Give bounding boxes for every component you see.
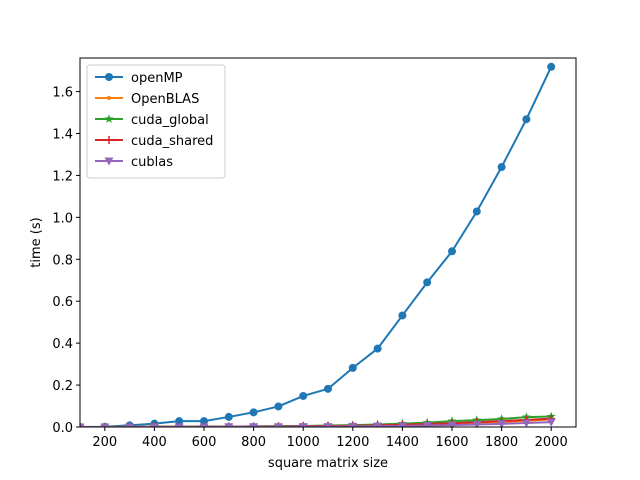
data-point-cublas	[447, 421, 457, 427]
series-openMP	[80, 62, 556, 427]
y-axis: 0.0 0.2 0.4 0.6 0.8 1.0 1.2 1.4 1.6	[52, 86, 80, 436]
data-point-cublas	[497, 420, 507, 427]
x-tick-label: 1600	[435, 435, 468, 450]
x-axis-label: square matrix size	[268, 456, 388, 471]
legend-marker	[107, 96, 111, 100]
data-point-openMP	[373, 344, 382, 353]
data-point-cublas	[174, 423, 184, 427]
data-point-openMP	[299, 391, 308, 400]
legend-marker	[104, 114, 114, 123]
y-tick-label: 0.6	[52, 295, 73, 310]
series-line-openMP	[80, 66, 553, 427]
data-point-openMP	[324, 384, 332, 393]
data-point-cublas	[472, 420, 482, 427]
data-point-cublas	[348, 422, 358, 427]
legend-entry-OpenBLAS: OpenBLAS	[95, 92, 199, 107]
data-point-openMP	[522, 115, 531, 124]
data-point-openMP	[423, 278, 432, 287]
legend-entry-openMP: openMP	[95, 71, 183, 86]
data-point-cublas	[149, 423, 159, 427]
x-tick-label: 1000	[287, 435, 320, 450]
data-point-cublas	[422, 422, 432, 427]
legend-entry-cublas: cublas	[95, 155, 173, 170]
y-tick-label: 1.6	[52, 86, 73, 101]
data-point-cublas	[546, 418, 556, 427]
data-point-openMP	[274, 402, 283, 411]
y-tick-label: 0.0	[52, 421, 73, 436]
data-point-cublas	[224, 423, 234, 427]
data-point-cublas	[125, 423, 135, 427]
legend-marker	[105, 73, 113, 81]
x-tick-label: 1200	[336, 435, 369, 450]
data-point-cublas	[100, 423, 110, 427]
legend-label: openMP	[131, 71, 183, 86]
x-tick-label: 400	[142, 435, 167, 450]
x-tick-label: 2000	[535, 435, 568, 450]
legend-label: cublas	[131, 155, 173, 170]
data-point-cublas	[373, 422, 383, 427]
data-point-openMP	[249, 408, 258, 417]
legend-label: cuda_shared	[131, 134, 213, 149]
data-point-cublas	[298, 423, 308, 427]
data-point-openMP	[175, 417, 184, 426]
data-point-openMP	[224, 412, 233, 421]
x-tick-label: 600	[192, 435, 217, 450]
y-tick-label: 1.4	[52, 127, 73, 142]
data-point-openMP	[348, 363, 357, 372]
data-point-cublas	[80, 423, 85, 427]
data-point-openMP	[497, 163, 506, 172]
y-tick-label: 1.0	[52, 211, 73, 226]
y-tick-label: 1.2	[52, 169, 73, 184]
legend-box	[86, 64, 226, 179]
data-point-openMP	[398, 311, 407, 320]
x-tick-label: 1800	[485, 435, 518, 450]
legend-label: OpenBLAS	[131, 92, 199, 107]
x-tick-label: 1400	[386, 435, 419, 450]
x-tick-label: 800	[241, 435, 266, 450]
y-tick-label: 0.4	[52, 337, 73, 352]
data-point-cublas	[273, 423, 283, 427]
y-tick-label: 0.8	[52, 253, 73, 268]
legend-entry-cuda_shared: cuda_shared	[95, 134, 213, 149]
y-axis-label: time (s)	[29, 217, 44, 267]
data-point-cublas	[249, 423, 259, 427]
data-point-openMP	[448, 247, 456, 256]
legend-label: cuda_global	[131, 113, 209, 128]
y-tick-label: 0.2	[52, 379, 73, 394]
legend-marker	[104, 157, 114, 166]
legend: openMP OpenBLAS cuda_global cuda_sharedcubl…	[86, 64, 226, 179]
x-axis: 200 400 600 800 1000 1200 1400 1600 1800 2000	[92, 427, 568, 450]
data-point-cublas	[521, 419, 531, 427]
x-tick-label: 200	[92, 435, 117, 450]
plot-frame	[79, 57, 577, 428]
legend-entry-cuda_global: cuda_global	[95, 113, 209, 128]
data-point-openMP	[547, 62, 556, 71]
data-point-openMP	[472, 207, 481, 216]
data-point-cublas	[323, 423, 333, 427]
data-point-cublas	[397, 422, 407, 427]
data-point-cublas	[199, 423, 209, 427]
legend-marker	[105, 136, 113, 144]
data-point-openMP	[200, 417, 208, 426]
